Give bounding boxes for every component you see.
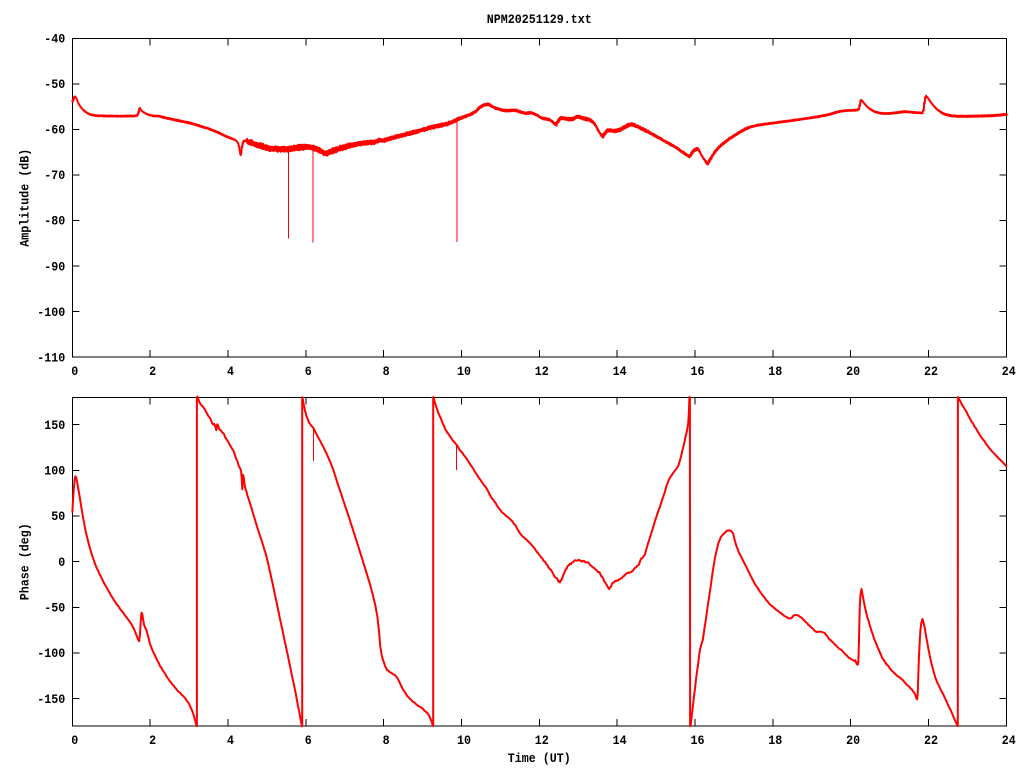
svg-text:24: 24 [1002,733,1016,748]
svg-text:12: 12 [535,733,549,748]
svg-text:-40: -40 [44,32,65,47]
svg-text:4: 4 [227,733,234,748]
svg-text:-80: -80 [44,214,65,229]
svg-text:2: 2 [149,733,156,748]
svg-text:10: 10 [457,733,471,748]
svg-text:18: 18 [768,733,782,748]
svg-text:0: 0 [71,733,78,748]
svg-text:24: 24 [1002,364,1016,379]
svg-text:0: 0 [58,555,65,570]
svg-text:-150: -150 [37,692,65,707]
svg-text:-50: -50 [44,601,65,616]
svg-text:20: 20 [846,733,860,748]
svg-text:Amplitude (dB): Amplitude (dB) [18,149,33,247]
svg-text:-100: -100 [37,305,65,320]
svg-text:8: 8 [383,733,390,748]
svg-text:22: 22 [924,733,938,748]
svg-text:50: 50 [51,509,65,524]
svg-text:22: 22 [924,364,938,379]
svg-text:8: 8 [383,364,390,379]
svg-text:6: 6 [305,364,312,379]
svg-text:0: 0 [71,364,78,379]
svg-text:6: 6 [305,733,312,748]
svg-text:12: 12 [535,364,549,379]
svg-text:10: 10 [457,364,471,379]
svg-text:150: 150 [44,418,65,433]
svg-text:18: 18 [768,364,782,379]
svg-text:4: 4 [227,364,234,379]
svg-text:Phase (deg): Phase (deg) [18,523,33,600]
svg-text:14: 14 [613,364,627,379]
svg-text:-50: -50 [44,77,65,92]
svg-text:-70: -70 [44,168,65,183]
svg-text:16: 16 [690,733,704,748]
svg-text:20: 20 [846,364,860,379]
svg-text:-110: -110 [37,350,65,365]
svg-text:Time (UT): Time (UT) [508,751,571,766]
svg-text:-90: -90 [44,259,65,274]
svg-text:-60: -60 [44,123,65,138]
svg-text:16: 16 [690,364,704,379]
svg-text:-100: -100 [37,646,65,661]
svg-text:100: 100 [44,464,65,479]
svg-text:2: 2 [149,364,156,379]
svg-text:14: 14 [613,733,627,748]
svg-text:NPM20251129.txt: NPM20251129.txt [487,12,592,27]
